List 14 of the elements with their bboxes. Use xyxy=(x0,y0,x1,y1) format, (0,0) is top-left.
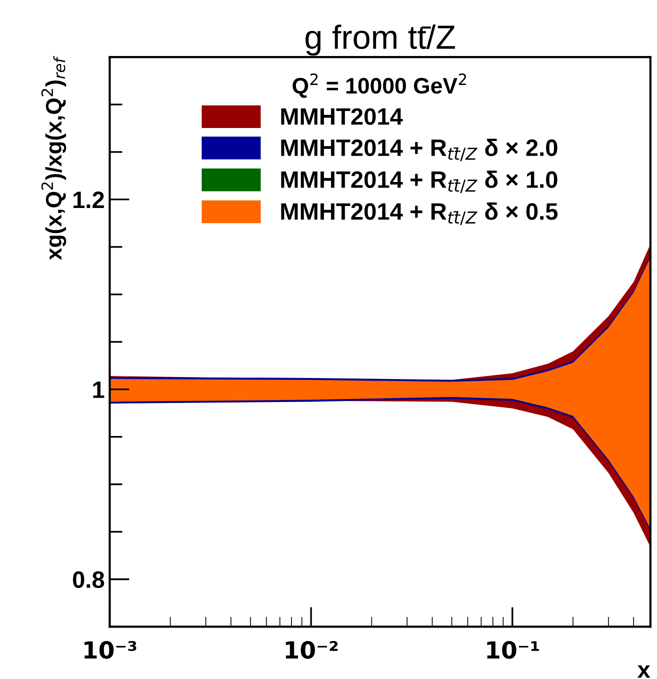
y-tick-label: 1.2 xyxy=(74,192,104,208)
x-tick-label: 10⁻¹ xyxy=(487,641,539,659)
y-tick-label: 1 xyxy=(93,382,104,398)
chart-title: g from tt̄/Z xyxy=(306,24,455,56)
y-tick-label: 0.8 xyxy=(72,571,104,588)
x-tick-label: 10⁻³ xyxy=(84,641,136,659)
x-tick-label: 10⁻² xyxy=(286,641,338,659)
legend-title: Q$^{2}$ = 10000 GeV$^{2}$ xyxy=(292,73,466,98)
legend-label: MMHT2014 xyxy=(281,108,403,125)
legend-label: MMHT2014 + R$_{tt̄/Z}$ δ × 1.0 xyxy=(281,170,558,194)
legend-label: MMHT2014 + R$_{tt̄/Z}$ δ × 0.5 xyxy=(281,202,558,226)
legend-label: MMHT2014 + R$_{tt̄/Z}$ δ × 2.0 xyxy=(281,138,558,162)
y-axis-title: xg(x,Q$^{2}$)/xg(x,Q$^{2}$)$_{ref}$ xyxy=(41,56,66,260)
x-axis-title: x xyxy=(637,665,650,678)
